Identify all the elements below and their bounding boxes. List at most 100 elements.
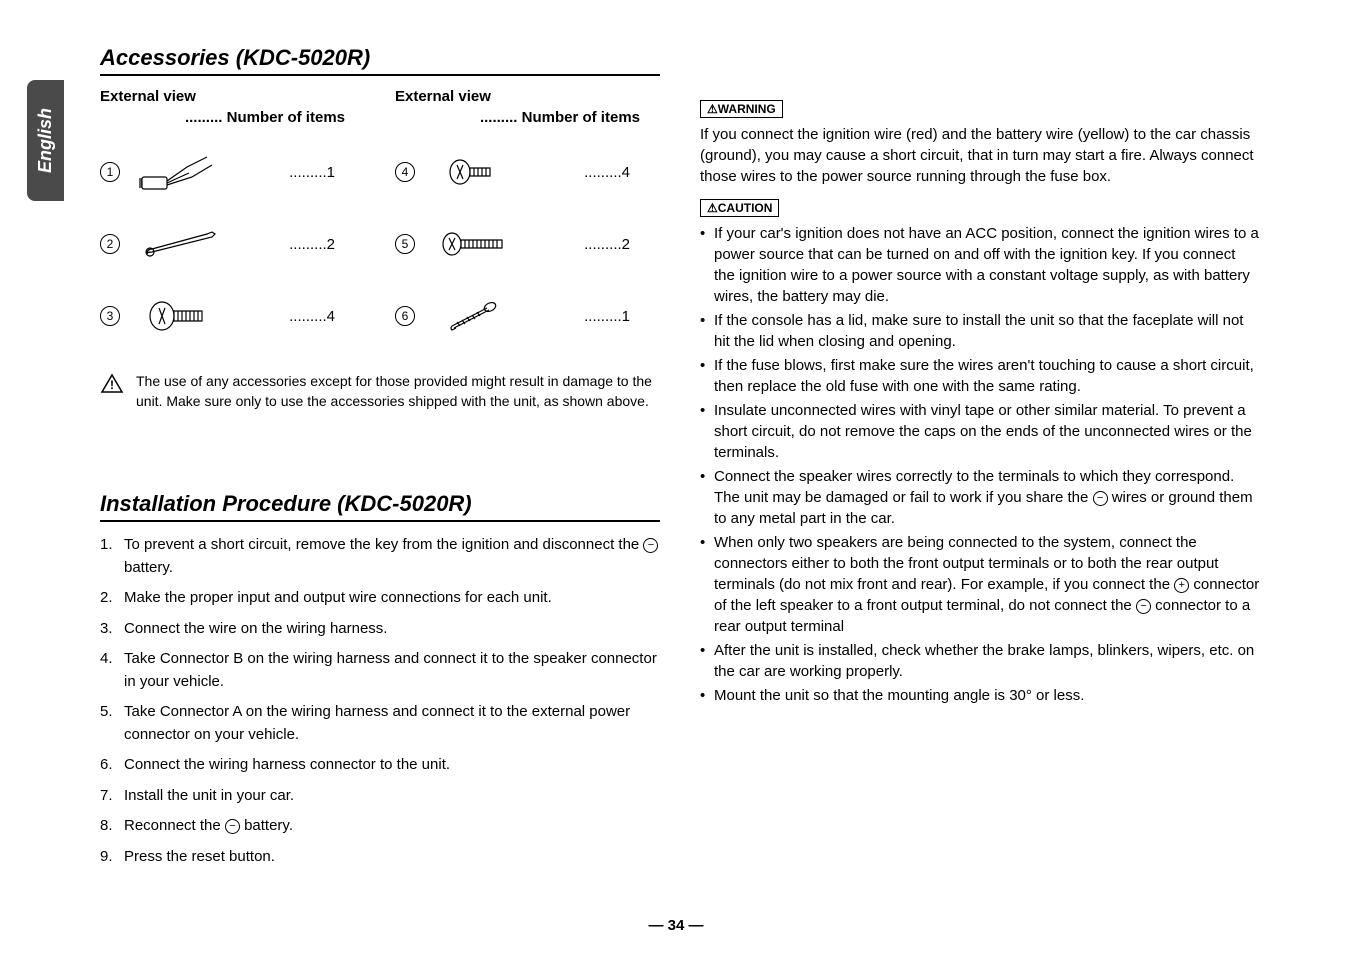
install-step: 6.Connect the wiring harness connector t… — [100, 754, 660, 777]
bullet-icon: • — [700, 532, 714, 637]
accessories-left-col: External view ......... Number of items … — [100, 88, 365, 352]
bullet-icon: • — [700, 355, 714, 397]
install-step: 2.Make the proper input and output wire … — [100, 587, 660, 610]
step-number: 3. — [100, 618, 124, 641]
left-column: Accessories (KDC-5020R) External view ..… — [100, 45, 660, 902]
install-step: 7.Install the unit in your car. — [100, 785, 660, 808]
accessory-number: 6 — [395, 306, 415, 326]
caution-text: If the console has a lid, make sure to i… — [714, 310, 1260, 352]
long-screw-icon — [427, 217, 527, 272]
step-text: Connect the wiring harness connector to … — [124, 754, 450, 777]
accessory-row: 3 .........4 — [100, 280, 365, 352]
step-text: Take Connector A on the wiring harness a… — [124, 701, 660, 746]
install-step: 3.Connect the wire on the wiring harness… — [100, 618, 660, 641]
caution-text: After the unit is installed, check wheth… — [714, 640, 1260, 682]
content-columns: Accessories (KDC-5020R) External view ..… — [100, 45, 1252, 902]
screw-icon — [132, 289, 232, 344]
step-number: 2. — [100, 587, 124, 610]
bullet-icon: • — [700, 466, 714, 529]
screw-small-icon — [427, 145, 527, 200]
step-number: 1. — [100, 534, 124, 579]
minus-symbol: − — [225, 819, 240, 834]
accessory-number: 5 — [395, 234, 415, 254]
accessories-title: Accessories (KDC-5020R) — [100, 45, 660, 76]
bullet-icon: • — [700, 400, 714, 463]
bullet-icon: • — [700, 640, 714, 682]
warning-triangle-icon: ! — [100, 372, 124, 396]
step-text: Reconnect the − battery. — [124, 815, 293, 838]
accessory-row: 5 .........2 — [395, 208, 660, 280]
caution-item: •After the unit is installed, check whet… — [700, 640, 1260, 682]
minus-symbol: − — [643, 538, 658, 553]
step-number: 6. — [100, 754, 124, 777]
minus-symbol: − — [1136, 599, 1151, 614]
page-content: Accessories (KDC-5020R) External view ..… — [0, 0, 1352, 954]
tapping-screw-icon — [427, 289, 527, 344]
step-number: 5. — [100, 701, 124, 746]
caution-item: •If your car's ignition does not have an… — [700, 223, 1260, 307]
caution-item: •If the console has a lid, make sure to … — [700, 310, 1260, 352]
caution-item: •Connect the speaker wires correctly to … — [700, 466, 1260, 529]
accessories-right-col: External view ......... Number of items … — [395, 88, 660, 352]
accessory-count: .........2 — [244, 236, 365, 253]
plus-symbol: + — [1174, 578, 1189, 593]
caution-text: Insulate unconnected wires with vinyl ta… — [714, 400, 1260, 463]
caution-list: •If your car's ignition does not have an… — [700, 223, 1260, 706]
install-step: 9.Press the reset button. — [100, 846, 660, 869]
page-number: — 34 — — [100, 902, 1252, 934]
caution-text: When only two speakers are being connect… — [714, 532, 1260, 637]
step-text: Take Connector B on the wiring harness a… — [124, 648, 660, 693]
warning-label: ⚠WARNING — [700, 100, 783, 118]
accessory-number: 4 — [395, 162, 415, 182]
installation-title: Installation Procedure (KDC-5020R) — [100, 491, 660, 522]
accessory-number: 1 — [100, 162, 120, 182]
accessory-count: .........2 — [539, 236, 660, 253]
step-text: To prevent a short circuit, remove the k… — [124, 534, 660, 579]
step-number: 9. — [100, 846, 124, 869]
step-number: 8. — [100, 815, 124, 838]
caution-text: Connect the speaker wires correctly to t… — [714, 466, 1260, 529]
bullet-icon: • — [700, 310, 714, 352]
acc-right-subheader: ......... Number of items — [395, 109, 660, 126]
install-step: 4.Take Connector B on the wiring harness… — [100, 648, 660, 693]
language-tab: English — [27, 80, 64, 201]
svg-text:!: ! — [110, 378, 114, 392]
install-step: 5.Take Connector A on the wiring harness… — [100, 701, 660, 746]
accessory-count: .........1 — [244, 164, 365, 181]
acc-right-header: External view — [395, 88, 660, 105]
step-text: Install the unit in your car. — [124, 785, 294, 808]
step-text: Connect the wire on the wiring harness. — [124, 618, 387, 641]
accessory-row: 4 .........4 — [395, 136, 660, 208]
accessory-row: 1 .........1 — [100, 136, 365, 208]
step-number: 7. — [100, 785, 124, 808]
accessories-note: ! The use of any accessories except for … — [100, 372, 660, 411]
installation-steps: 1. To prevent a short circuit, remove th… — [100, 534, 660, 868]
caution-label: ⚠CAUTION — [700, 199, 779, 217]
accessories-grid: External view ......... Number of items … — [100, 88, 660, 352]
bullet-icon: • — [700, 685, 714, 706]
accessory-number: 3 — [100, 306, 120, 326]
wiring-harness-icon — [132, 145, 232, 200]
caution-item: •If the fuse blows, first make sure the … — [700, 355, 1260, 397]
step-number: 4. — [100, 648, 124, 693]
note-text: The use of any accessories except for th… — [136, 372, 660, 411]
caution-item: •Insulate unconnected wires with vinyl t… — [700, 400, 1260, 463]
accessory-count: .........4 — [539, 164, 660, 181]
accessory-row: 2 .........2 — [100, 208, 365, 280]
key-tool-icon — [132, 217, 232, 272]
accessory-count: .........4 — [244, 308, 365, 325]
installation-section: Installation Procedure (KDC-5020R) 1. To… — [100, 491, 660, 868]
minus-symbol: − — [1093, 491, 1108, 506]
install-step: 1. To prevent a short circuit, remove th… — [100, 534, 660, 579]
acc-left-subheader: ......... Number of items — [100, 109, 365, 126]
step-text: Make the proper input and output wire co… — [124, 587, 552, 610]
accessory-row: 6 .........1 — [395, 280, 660, 352]
caution-item: •When only two speakers are being connec… — [700, 532, 1260, 637]
acc-left-header: External view — [100, 88, 365, 105]
right-column: ⚠WARNING If you connect the ignition wir… — [700, 45, 1260, 902]
step-text: Press the reset button. — [124, 846, 275, 869]
caution-text: If the fuse blows, first make sure the w… — [714, 355, 1260, 397]
caution-text: If your car's ignition does not have an … — [714, 223, 1260, 307]
install-step: 8. Reconnect the − battery. — [100, 815, 660, 838]
caution-item: •Mount the unit so that the mounting ang… — [700, 685, 1260, 706]
